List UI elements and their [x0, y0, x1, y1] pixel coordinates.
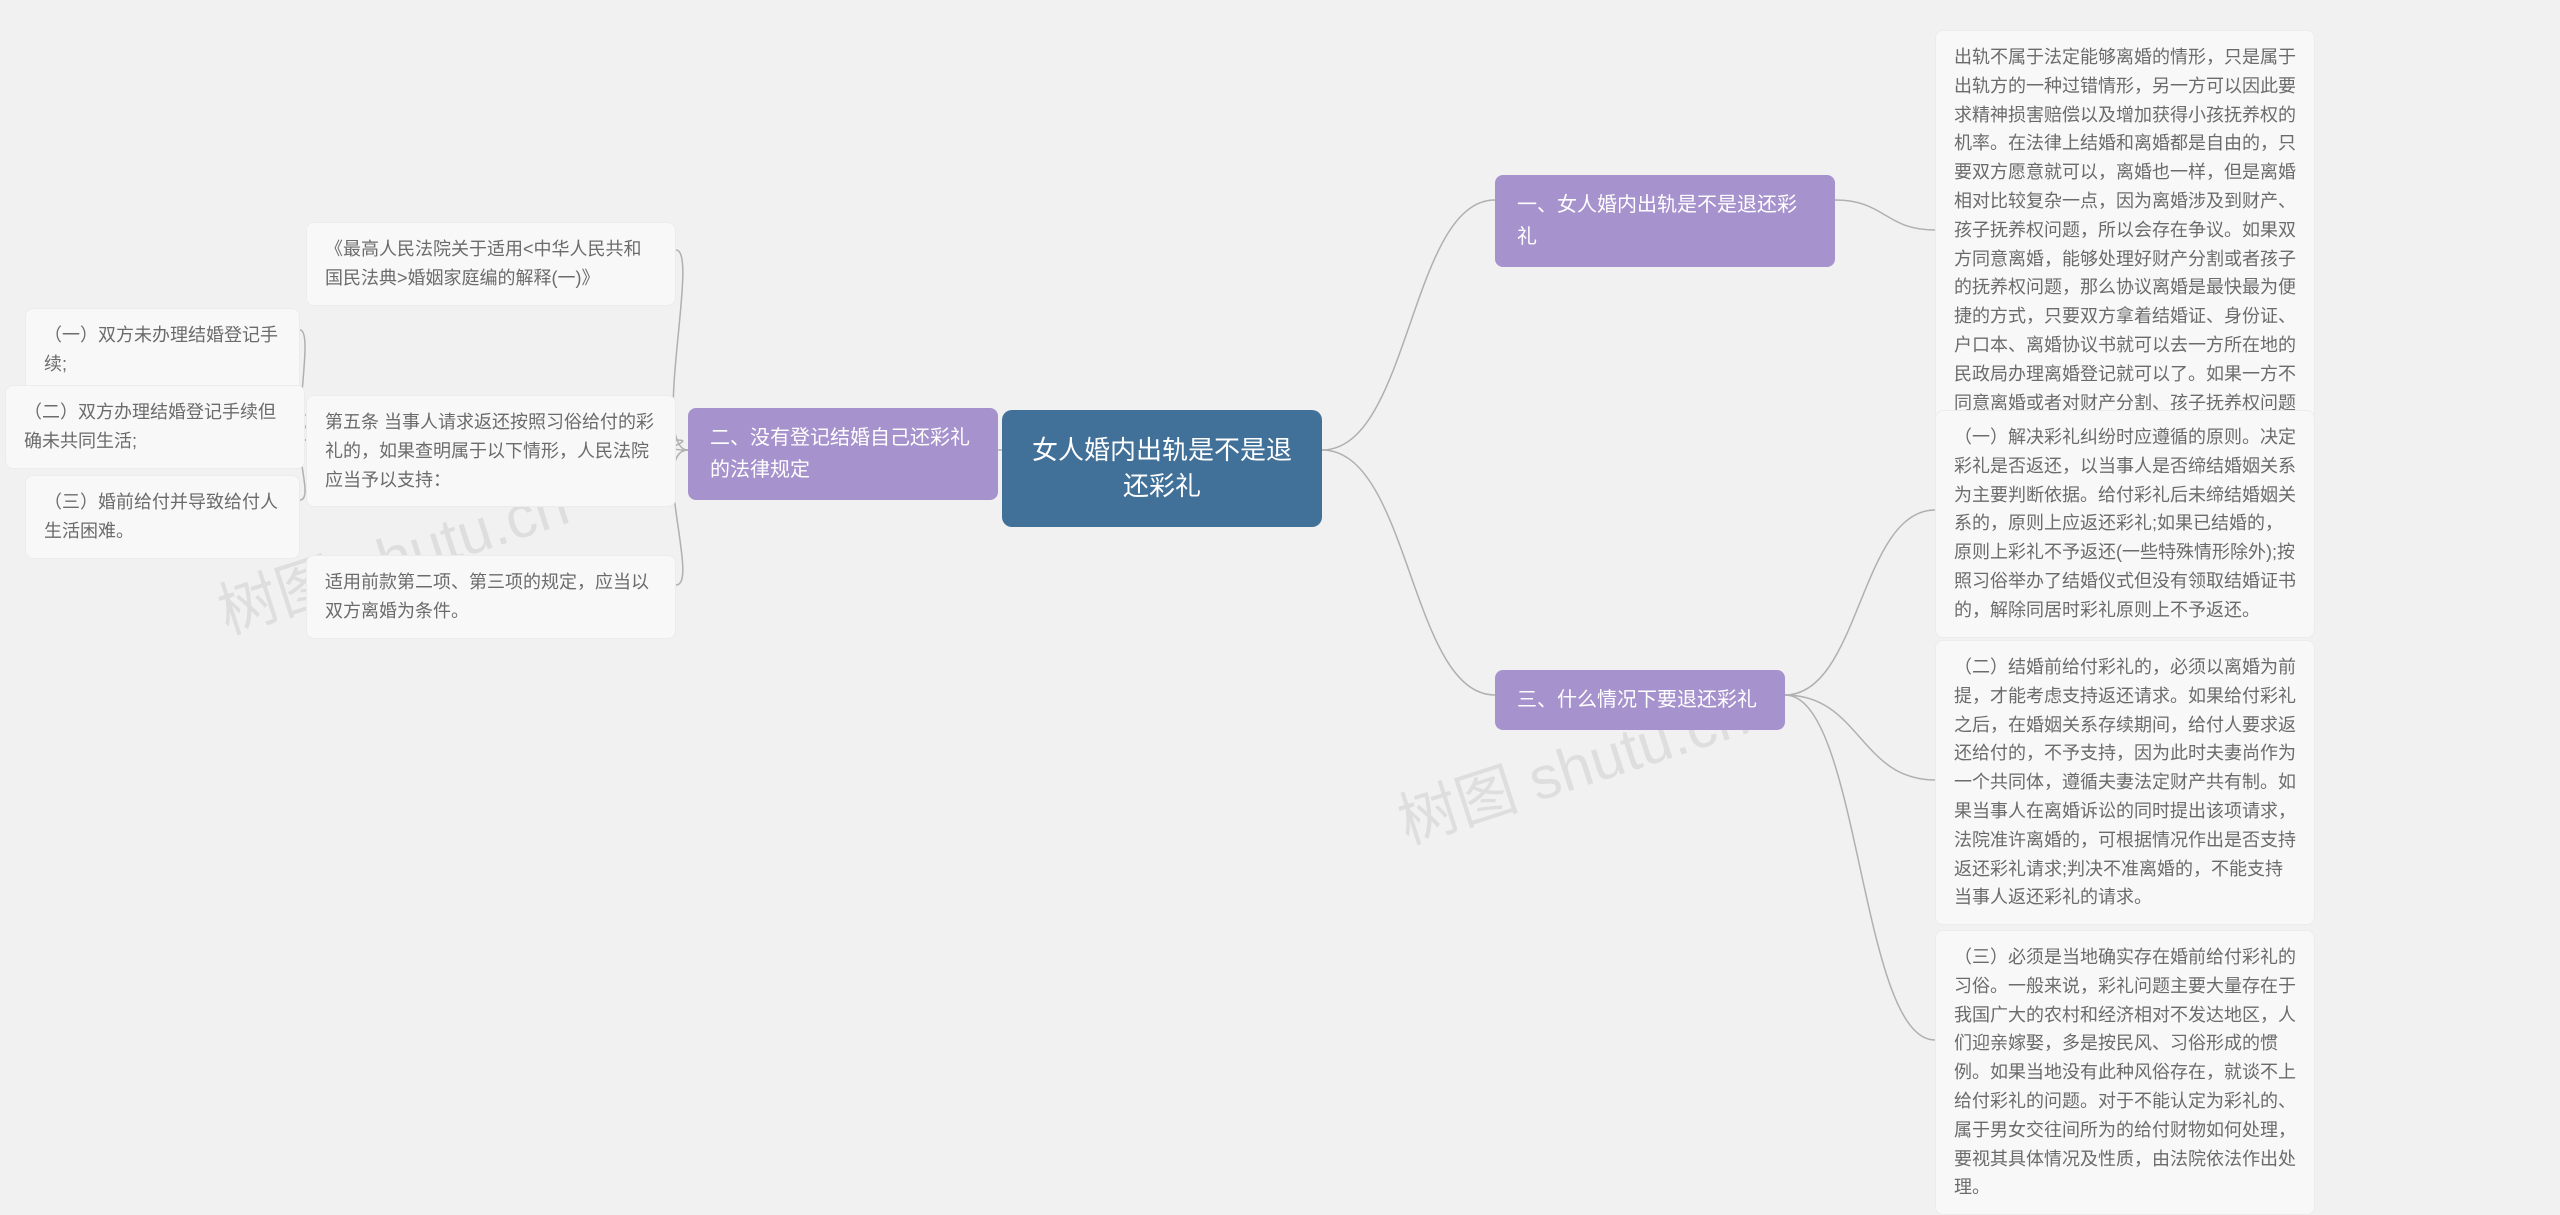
leaf-r3-1-text: （一）解决彩礼纠纷时应遵循的原则。决定彩礼是否返还，以当事人是否缔结婚姻关系为主…: [1954, 427, 2296, 620]
center-node[interactable]: 女人婚内出轨是不是退还彩礼: [1002, 410, 1322, 527]
branch-left-2-label: 二、没有登记结婚自己还彩礼的法律规定: [710, 427, 970, 481]
subleaf-l2-2-2[interactable]: （二）双方办理结婚登记手续但确未共同生活;: [5, 385, 305, 469]
subleaf-l2-2-3[interactable]: （三）婚前给付并导致给付人生活困难。: [25, 475, 300, 559]
subleaf-l2-2-3-text: （三）婚前给付并导致给付人生活困难。: [44, 492, 278, 541]
leaf-l2-2[interactable]: 第五条 当事人请求返还按照习俗给付的彩礼的，如果查明属于以下情形，人民法院应当予…: [306, 395, 676, 507]
leaf-r3-2-text: （二）结婚前给付彩礼的，必须以离婚为前提，才能考虑支持返还请求。如果给付彩礼之后…: [1954, 657, 2296, 907]
leaf-l2-2-text: 第五条 当事人请求返还按照习俗给付的彩礼的，如果查明属于以下情形，人民法院应当予…: [325, 412, 654, 490]
leaf-r3-2[interactable]: （二）结婚前给付彩礼的，必须以离婚为前提，才能考虑支持返还请求。如果给付彩礼之后…: [1935, 640, 2315, 925]
leaf-r3-3[interactable]: （三）必须是当地确实存在婚前给付彩礼的习俗。一般来说，彩礼问题主要大量存在于我国…: [1935, 930, 2315, 1215]
leaf-l2-3-text: 适用前款第二项、第三项的规定，应当以双方离婚为条件。: [325, 572, 649, 621]
center-node-label: 女人婚内出轨是不是退还彩礼: [1032, 435, 1292, 501]
leaf-r3-1[interactable]: （一）解决彩礼纠纷时应遵循的原则。决定彩礼是否返还，以当事人是否缔结婚姻关系为主…: [1935, 410, 2315, 638]
subleaf-l2-2-1-text: （一）双方未办理结婚登记手续;: [44, 325, 278, 374]
branch-right-3[interactable]: 三、什么情况下要退还彩礼: [1495, 670, 1785, 730]
leaf-l2-1[interactable]: 《最高人民法院关于适用<中华人民共和国民法典>婚姻家庭编的解释(一)》: [306, 222, 676, 306]
leaf-l2-3[interactable]: 适用前款第二项、第三项的规定，应当以双方离婚为条件。: [306, 555, 676, 639]
branch-left-2[interactable]: 二、没有登记结婚自己还彩礼的法律规定: [688, 408, 998, 500]
branch-right-1-label: 一、女人婚内出轨是不是退还彩礼: [1517, 194, 1797, 248]
subleaf-l2-2-2-text: （二）双方办理结婚登记手续但确未共同生活;: [24, 402, 276, 451]
leaf-r3-3-text: （三）必须是当地确实存在婚前给付彩礼的习俗。一般来说，彩礼问题主要大量存在于我国…: [1954, 947, 2296, 1197]
branch-right-1[interactable]: 一、女人婚内出轨是不是退还彩礼: [1495, 175, 1835, 267]
subleaf-l2-2-1[interactable]: （一）双方未办理结婚登记手续;: [25, 308, 300, 392]
leaf-l2-1-text: 《最高人民法院关于适用<中华人民共和国民法典>婚姻家庭编的解释(一)》: [325, 239, 642, 288]
branch-right-3-label: 三、什么情况下要退还彩礼: [1517, 689, 1757, 711]
